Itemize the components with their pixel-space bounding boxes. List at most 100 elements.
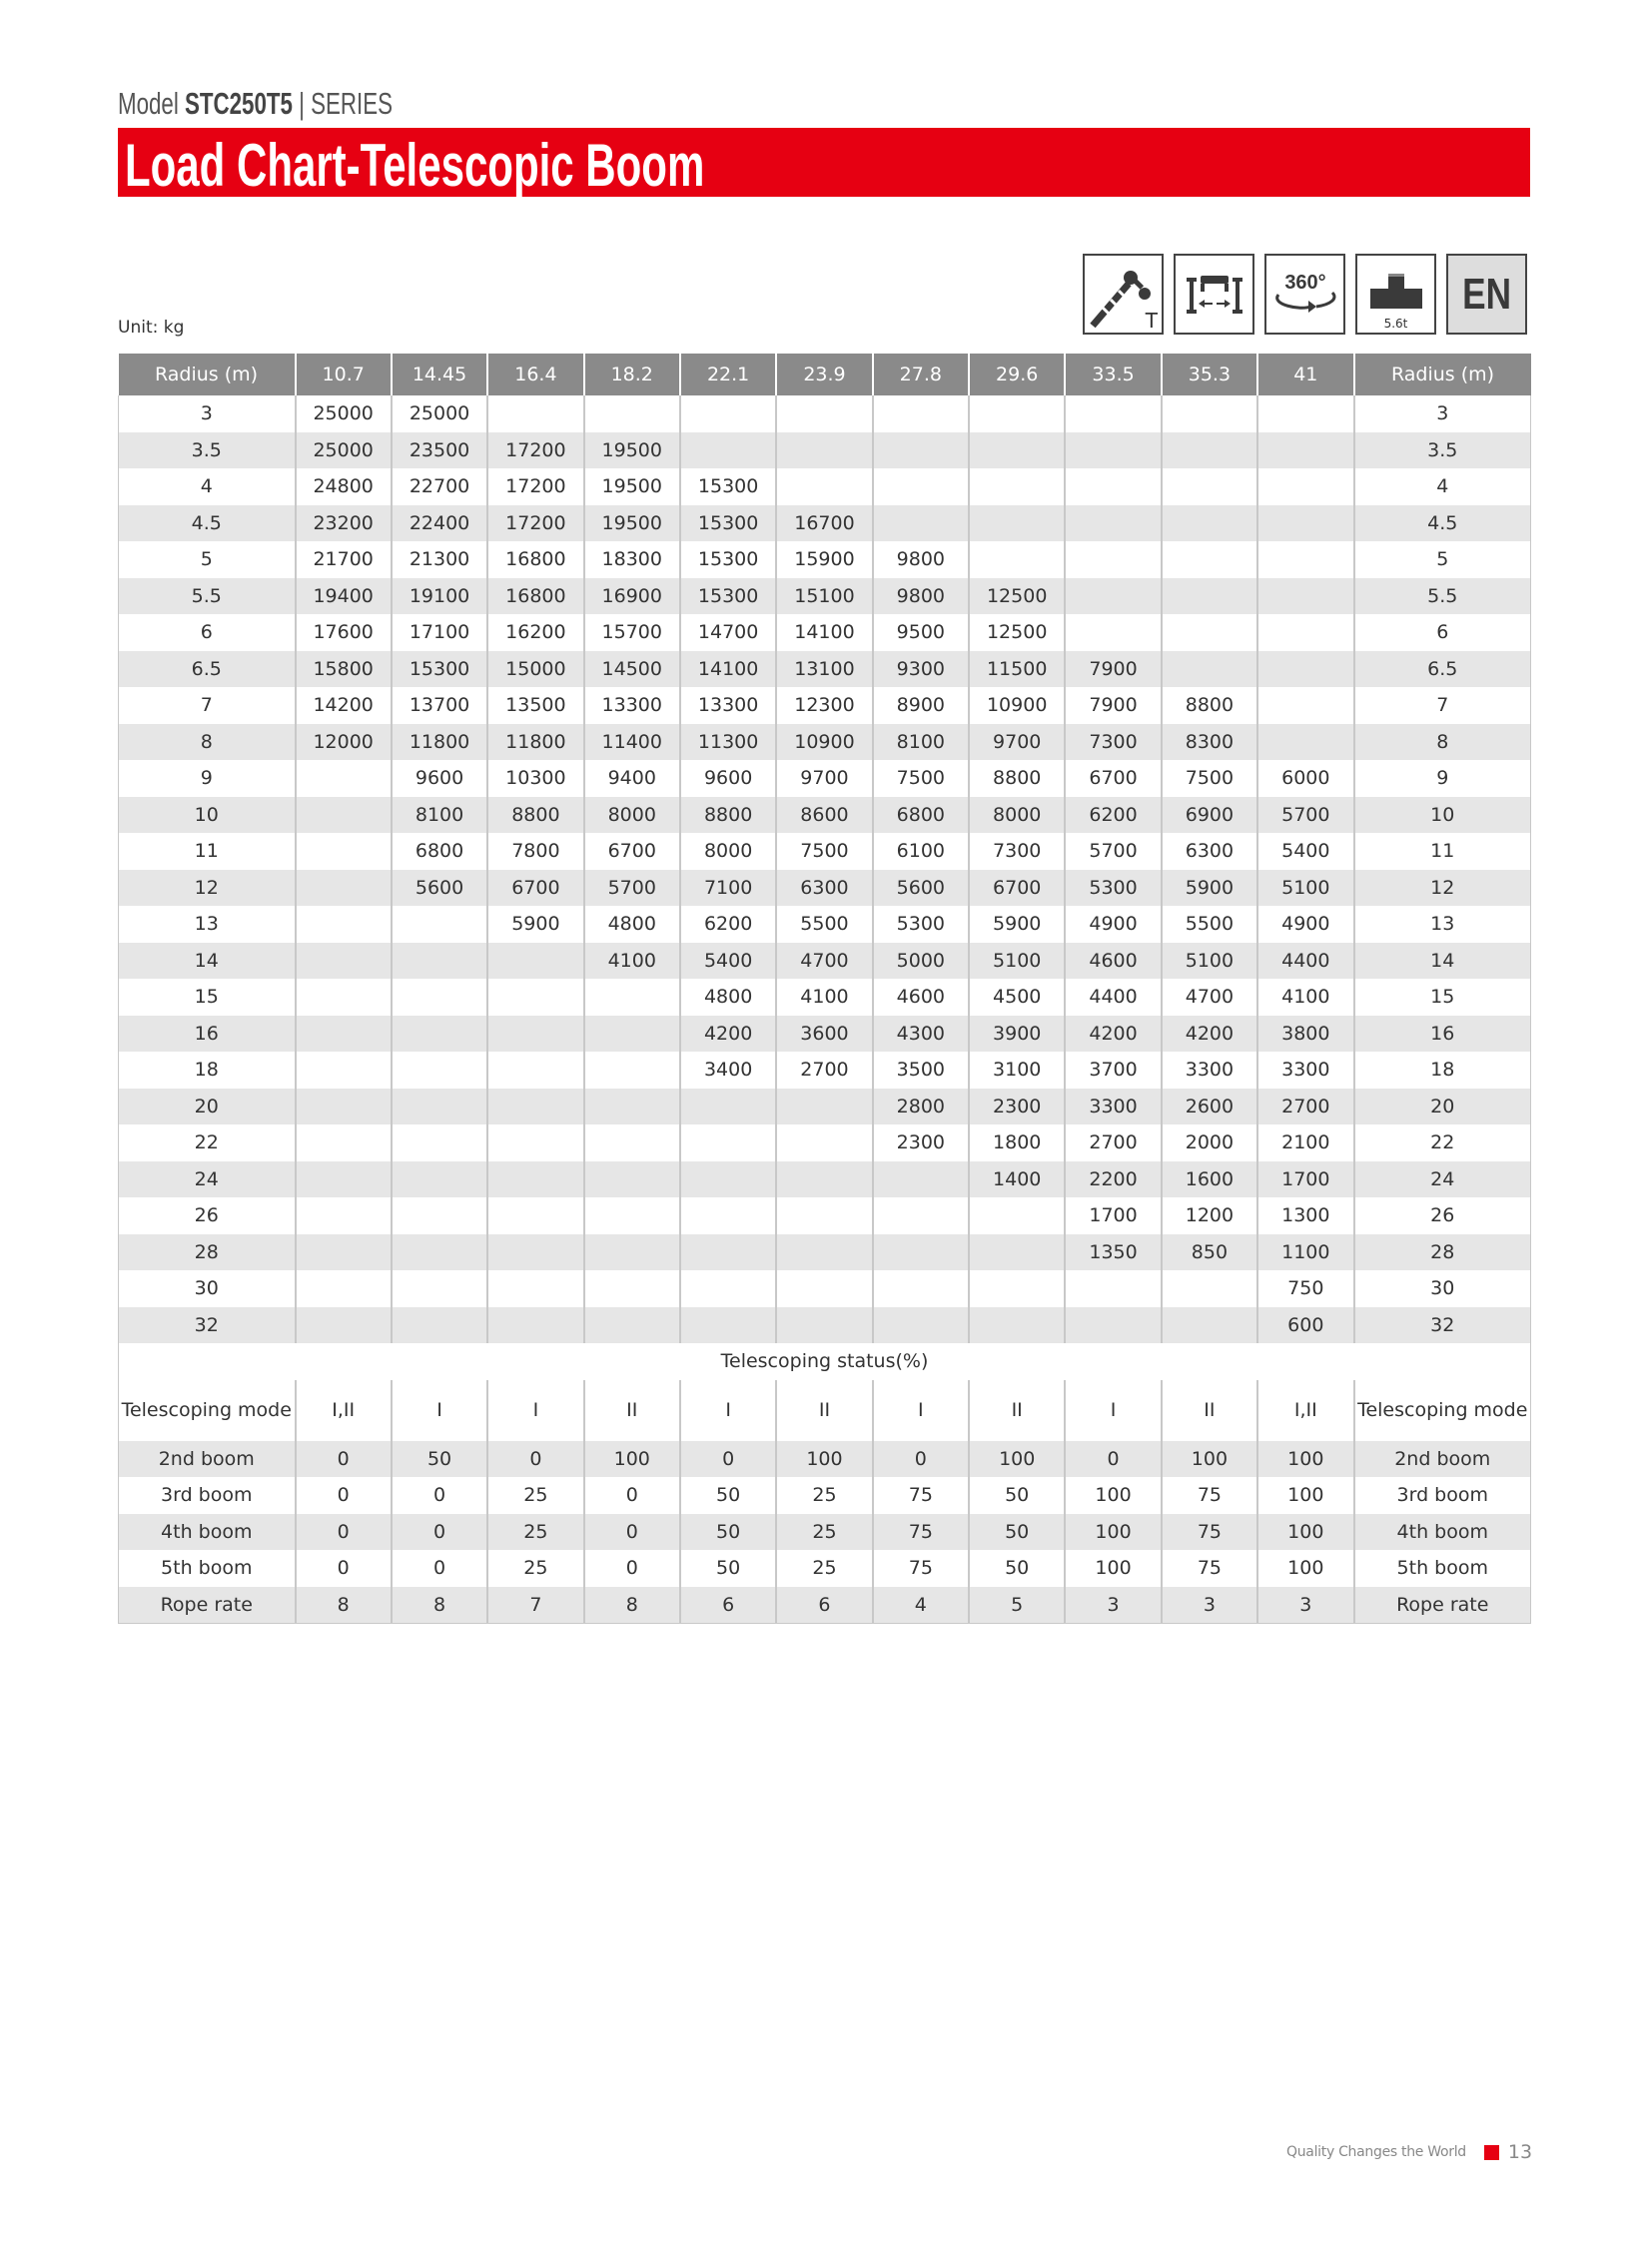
load-cell: 5400 xyxy=(678,942,777,979)
load-cell xyxy=(775,1270,873,1307)
page-title: Load Chart-Telescopic Boom xyxy=(125,132,705,199)
load-cell: 17200 xyxy=(486,468,584,505)
load-cell: 3300 xyxy=(1256,1052,1354,1089)
radius-cell: 22 xyxy=(118,1124,296,1161)
status-cell: 7 xyxy=(486,1586,584,1624)
rotation-360-icon: 360° xyxy=(1264,254,1345,335)
load-cell: 8800 xyxy=(678,796,777,833)
load-cell: 850 xyxy=(1160,1233,1258,1270)
load-cell xyxy=(486,1052,584,1089)
load-cell: 1700 xyxy=(1064,1197,1162,1234)
status-cell: 0 xyxy=(871,1440,970,1477)
radius-cell: 10 xyxy=(1352,796,1531,833)
load-cell xyxy=(678,1197,777,1234)
load-cell xyxy=(1160,650,1258,687)
load-cell: 5100 xyxy=(1160,942,1258,979)
radius-cell: 13 xyxy=(118,906,296,943)
load-cell: 19500 xyxy=(582,431,680,468)
header-radius: Radius (m) xyxy=(1352,354,1531,395)
radius-cell: 18 xyxy=(1352,1052,1531,1089)
load-cell xyxy=(294,1306,392,1343)
load-cell xyxy=(1256,723,1354,760)
load-cell: 8000 xyxy=(678,833,777,870)
load-cell: 17200 xyxy=(486,431,584,468)
load-cell xyxy=(390,1233,488,1270)
radius-cell: 6 xyxy=(118,614,296,651)
load-cell xyxy=(294,760,392,797)
load-cell xyxy=(1160,468,1258,505)
load-cell: 6700 xyxy=(1064,760,1162,797)
load-cell: 5300 xyxy=(1064,869,1162,906)
status-cell: II xyxy=(1160,1379,1258,1441)
radius-cell: 6 xyxy=(1352,614,1531,651)
load-cell: 2300 xyxy=(871,1124,970,1161)
load-cell: 7100 xyxy=(678,869,777,906)
load-cell: 4100 xyxy=(775,979,873,1016)
status-label: Telescoping mode xyxy=(118,1379,296,1441)
load-cell: 2000 xyxy=(1160,1124,1258,1161)
rotation-label: 360° xyxy=(1284,272,1325,294)
radius-cell: 26 xyxy=(1352,1197,1531,1234)
status-cell: 75 xyxy=(871,1513,970,1550)
header-boom-length: 23.9 xyxy=(775,354,873,395)
load-cell: 5500 xyxy=(1160,906,1258,943)
load-cell xyxy=(294,1233,392,1270)
table-row: 4.5 23200 22400 17200 19500 15300 16700 4.5 xyxy=(118,504,1531,541)
status-title: Telescoping status(%) xyxy=(118,1343,1531,1380)
load-cell: 12500 xyxy=(968,577,1066,614)
load-cell: 2700 xyxy=(775,1052,873,1089)
load-cell xyxy=(775,1160,873,1197)
load-cell xyxy=(486,1233,584,1270)
load-cell xyxy=(486,1015,584,1052)
table-row: 24 1400 2200 1600 1700 24 xyxy=(118,1160,1531,1197)
radius-cell: 24 xyxy=(1352,1160,1531,1197)
load-cell: 19400 xyxy=(294,577,392,614)
load-cell xyxy=(582,1197,680,1234)
load-cell: 5700 xyxy=(582,869,680,906)
load-cell: 10900 xyxy=(775,723,873,760)
load-cell: 4500 xyxy=(968,979,1066,1016)
load-cell: 5600 xyxy=(871,869,970,906)
load-cell xyxy=(1256,541,1354,578)
radius-cell: 32 xyxy=(1352,1306,1531,1343)
load-cell xyxy=(294,1015,392,1052)
status-cell: 100 xyxy=(1256,1513,1354,1550)
load-cell: 9800 xyxy=(871,577,970,614)
load-cell: 14700 xyxy=(678,614,777,651)
load-cell: 14100 xyxy=(678,650,777,687)
load-cell: 5600 xyxy=(390,869,488,906)
status-cell: 50 xyxy=(390,1440,488,1477)
load-cell: 22700 xyxy=(390,468,488,505)
status-label: 2nd boom xyxy=(1352,1440,1531,1477)
load-cell: 15000 xyxy=(486,650,584,687)
load-cell xyxy=(871,504,970,541)
load-cell: 11500 xyxy=(968,650,1066,687)
load-cell: 8000 xyxy=(582,796,680,833)
load-cell: 4800 xyxy=(582,906,680,943)
radius-cell: 6.5 xyxy=(118,650,296,687)
load-chart-table: Radius (m) 10.7 14.45 16.4 18.2 22.1 23.9 27.8 2… xyxy=(118,354,1531,1624)
load-cell: 8800 xyxy=(968,760,1066,797)
table-row: 28 1350 850 1100 28 xyxy=(118,1233,1531,1270)
load-cell xyxy=(486,1160,584,1197)
radius-cell: 8 xyxy=(118,723,296,760)
radius-cell: 5 xyxy=(1352,541,1531,578)
load-cell: 19500 xyxy=(582,468,680,505)
radius-cell: 20 xyxy=(118,1088,296,1124)
table-row: 5 21700 21300 16800 18300 15300 15900 9800 5 xyxy=(118,541,1531,578)
load-cell: 6700 xyxy=(582,833,680,870)
status-cell: I xyxy=(678,1379,777,1441)
status-cell: 25 xyxy=(486,1550,584,1587)
load-cell xyxy=(871,1233,970,1270)
load-cell: 4700 xyxy=(1160,979,1258,1016)
status-row: 2nd boom 0 50 0 100 0 100 0 100 0 100 100 2nd boom xyxy=(118,1440,1531,1477)
boom-type-label: T xyxy=(1145,309,1158,333)
footer-square-icon xyxy=(1483,2144,1499,2160)
load-cell: 5900 xyxy=(1160,869,1258,906)
load-cell xyxy=(486,979,584,1016)
header-boom-length: 16.4 xyxy=(486,354,584,395)
load-cell: 1800 xyxy=(968,1124,1066,1161)
status-cell: 75 xyxy=(871,1550,970,1587)
load-cell: 7800 xyxy=(486,833,584,870)
status-cell: 100 xyxy=(1160,1440,1258,1477)
